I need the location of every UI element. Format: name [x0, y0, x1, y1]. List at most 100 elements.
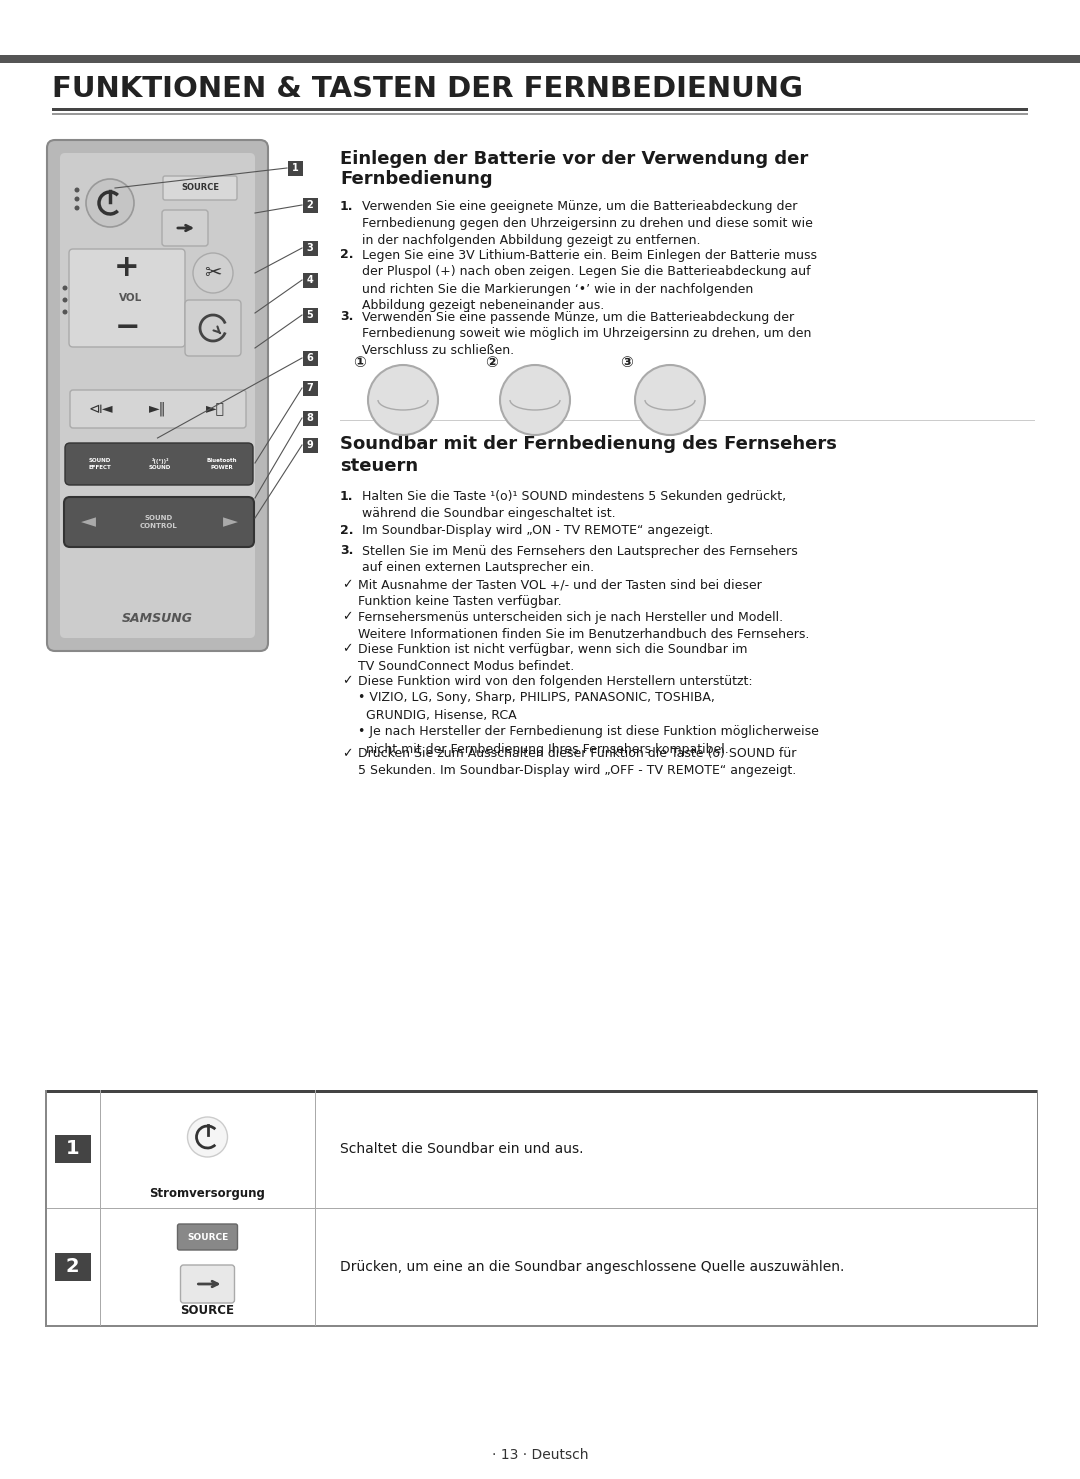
Text: +: +	[114, 253, 139, 282]
Text: 9: 9	[307, 439, 313, 450]
Text: Mit Ausnahme der Tasten VOL +/- und der Tasten sind bei dieser
Funktion keine Ta: Mit Ausnahme der Tasten VOL +/- und der …	[357, 578, 761, 608]
Text: VOL: VOL	[120, 293, 143, 303]
FancyBboxPatch shape	[177, 1225, 238, 1250]
Text: −: −	[114, 314, 139, 343]
Bar	[0, 55, 1080, 64]
Bar	[45, 1325, 1038, 1327]
Bar	[52, 112, 1028, 114]
Text: ✂: ✂	[204, 263, 221, 282]
Text: Einlegen der Batterie vor der Verwendung der: Einlegen der Batterie vor der Verwendung…	[340, 149, 808, 169]
Circle shape	[63, 297, 67, 303]
Text: ✓: ✓	[342, 611, 352, 624]
Circle shape	[63, 309, 67, 315]
Bar	[54, 1134, 91, 1162]
Text: SOURCE: SOURCE	[180, 1304, 234, 1318]
Text: Legen Sie eine 3V Lithium-Batterie ein. Beim Einlegen der Batterie muss
der Plus: Legen Sie eine 3V Lithium-Batterie ein. …	[362, 248, 816, 312]
FancyBboxPatch shape	[60, 152, 255, 637]
Text: Diese Funktion ist nicht verfügbar, wenn sich die Soundbar im
TV SoundConnect Mo: Diese Funktion ist nicht verfügbar, wenn…	[357, 642, 747, 673]
Text: Soundbar mit der Fernbedienung des Fernsehers: Soundbar mit der Fernbedienung des Ferns…	[340, 435, 837, 453]
Text: Verwenden Sie eine passende Münze, um die Batterieabdeckung der
Fernbedienung so: Verwenden Sie eine passende Münze, um di…	[362, 311, 811, 358]
Bar	[303, 411, 318, 426]
Text: SAMSUNG: SAMSUNG	[122, 611, 193, 624]
Text: Drücken, um eine an die Soundbar angeschlossene Quelle auszuwählen.: Drücken, um eine an die Soundbar angesch…	[340, 1260, 845, 1273]
Text: 2.: 2.	[340, 524, 353, 537]
Text: ✓: ✓	[342, 747, 352, 760]
Text: Fernbedienung: Fernbedienung	[340, 170, 492, 188]
Text: Im Soundbar-Display wird „ON - TV REMOTE“ angezeigt.: Im Soundbar-Display wird „ON - TV REMOTE…	[362, 524, 714, 537]
FancyBboxPatch shape	[180, 1265, 234, 1303]
Text: Fernsehersmenüs unterscheiden sich je nach Hersteller und Modell.
Weitere Inform: Fernsehersmenüs unterscheiden sich je na…	[357, 611, 809, 640]
FancyBboxPatch shape	[65, 444, 253, 485]
Text: 2.: 2.	[340, 248, 353, 262]
Bar	[303, 308, 318, 322]
Circle shape	[75, 206, 80, 210]
Text: 1.: 1.	[340, 200, 353, 213]
FancyBboxPatch shape	[185, 300, 241, 356]
Circle shape	[193, 253, 233, 293]
Circle shape	[635, 365, 705, 435]
FancyBboxPatch shape	[48, 141, 268, 651]
Text: 4: 4	[307, 275, 313, 285]
Text: 2: 2	[307, 200, 313, 210]
Text: ►⫫: ►⫫	[205, 402, 225, 416]
Text: steuern: steuern	[340, 457, 418, 475]
Text: ►: ►	[222, 513, 238, 531]
Text: 7: 7	[307, 383, 313, 393]
Text: 6: 6	[307, 353, 313, 362]
FancyBboxPatch shape	[163, 176, 237, 200]
Text: ⧏◄: ⧏◄	[89, 402, 113, 416]
Text: · 13 · Deutsch: · 13 · Deutsch	[491, 1448, 589, 1463]
Text: 1: 1	[66, 1139, 79, 1158]
Text: 1: 1	[292, 163, 298, 173]
Text: 2: 2	[66, 1257, 79, 1276]
Text: Drücken Sie zum Ausschalten dieser Funktion die Taste (o) SOUND für
5 Sekunden. : Drücken Sie zum Ausschalten dieser Funkt…	[357, 747, 796, 776]
Text: FUNKTIONEN & TASTEN DER FERNBEDIENUNG: FUNKTIONEN & TASTEN DER FERNBEDIENUNG	[52, 75, 804, 104]
Text: Schaltet die Soundbar ein und aus.: Schaltet die Soundbar ein und aus.	[340, 1142, 583, 1157]
Text: Diese Funktion wird von den folgenden Herstellern unterstützt:
• VIZIO, LG, Sony: Diese Funktion wird von den folgenden He…	[357, 674, 819, 756]
Bar	[52, 108, 1028, 111]
Circle shape	[86, 179, 134, 226]
Text: SOUND
EFFECT: SOUND EFFECT	[89, 458, 111, 470]
Text: 1.: 1.	[340, 490, 353, 503]
FancyBboxPatch shape	[64, 497, 254, 547]
Text: 3.: 3.	[340, 311, 353, 324]
Bar	[45, 1090, 1038, 1093]
Bar	[45, 1090, 46, 1327]
Text: Verwenden Sie eine geeignete Münze, um die Batterieabdeckung der
Fernbedienung g: Verwenden Sie eine geeignete Münze, um d…	[362, 200, 813, 247]
Text: 5: 5	[307, 311, 313, 319]
Text: ✓: ✓	[342, 578, 352, 592]
Text: SOUND
CONTROL: SOUND CONTROL	[140, 515, 178, 529]
Text: ✓: ✓	[342, 674, 352, 688]
Circle shape	[75, 188, 80, 192]
Text: 8: 8	[307, 413, 313, 423]
Bar	[303, 351, 318, 365]
Text: ◄: ◄	[81, 513, 95, 531]
Text: ①: ①	[353, 355, 366, 370]
FancyBboxPatch shape	[69, 248, 185, 348]
Text: SOURCE: SOURCE	[187, 1232, 228, 1241]
Circle shape	[368, 365, 438, 435]
Bar	[1037, 1090, 1038, 1327]
Bar	[303, 274, 318, 288]
Text: ²((°))²
SOUND: ²((°))² SOUND	[149, 457, 171, 470]
Text: ✓: ✓	[342, 642, 352, 655]
Circle shape	[500, 365, 570, 435]
FancyBboxPatch shape	[162, 210, 208, 246]
Bar	[303, 438, 318, 453]
Text: Halten Sie die Taste ¹(o)¹ SOUND mindestens 5 Sekunden gedrückt,
während die Sou: Halten Sie die Taste ¹(o)¹ SOUND mindest…	[362, 490, 786, 521]
Bar	[288, 161, 303, 176]
Text: SOURCE: SOURCE	[181, 183, 219, 192]
FancyBboxPatch shape	[70, 390, 246, 427]
Bar	[303, 241, 318, 256]
Bar	[303, 382, 318, 396]
Text: ►‖: ►‖	[149, 402, 166, 416]
Bar	[303, 198, 318, 213]
Text: ②: ②	[486, 355, 499, 370]
Circle shape	[188, 1117, 228, 1157]
Bar	[54, 1253, 91, 1281]
Text: 3: 3	[307, 243, 313, 253]
Text: 3.: 3.	[340, 544, 353, 558]
Circle shape	[75, 197, 80, 201]
Text: Stromversorgung: Stromversorgung	[149, 1186, 266, 1199]
Text: Bluetooth
POWER: Bluetooth POWER	[206, 458, 238, 470]
